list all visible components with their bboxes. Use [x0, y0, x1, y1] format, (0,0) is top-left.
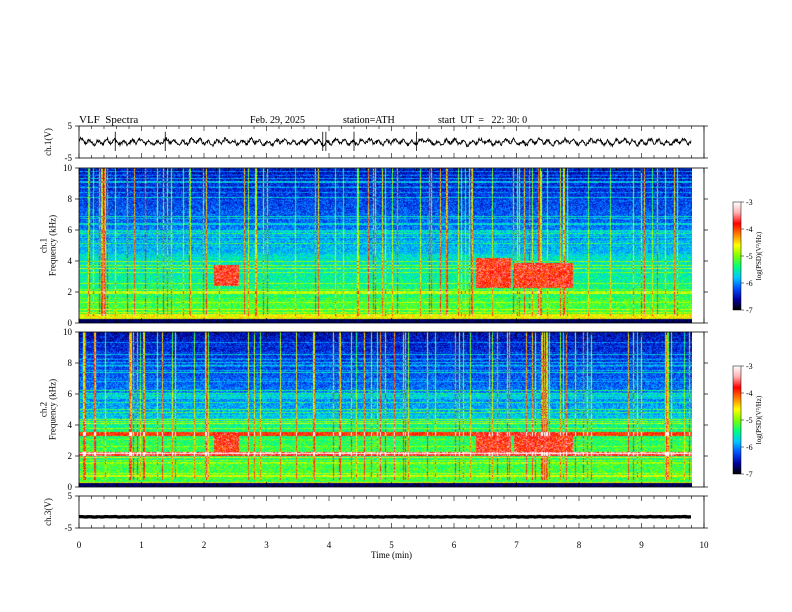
ch2-spectrogram-ytick-label: 8 — [68, 358, 73, 368]
time-tick-label: 1 — [139, 540, 144, 550]
start-time-label: start UT = 22: 30: 0 — [438, 115, 528, 126]
ch1-spectrogram-ytick-label: 0 — [68, 318, 73, 328]
ch1-spectrogram-ytick-label: 6 — [68, 225, 73, 235]
ch1-waveform-panel: 5 -5 ch.1(V) — [43, 121, 708, 163]
ch3-waveform-ytick-label: -5 — [65, 523, 73, 533]
ch1-waveform-ytick-label: -5 — [65, 153, 73, 163]
ch1-spectrogram-ylabel: Frequency (kHz) — [48, 215, 58, 276]
ch1-waveform-trace — [78, 136, 692, 148]
time-tick-label: 2 — [202, 540, 207, 550]
ch2-colorbar-tick-label: -7 — [746, 470, 753, 479]
time-tick-label: 10 — [700, 540, 710, 550]
ch3-waveform-trace — [78, 514, 691, 519]
date-label: Feb. 29, 2025 — [250, 115, 305, 126]
ch2-colorbar-tick-label: -6 — [746, 443, 753, 452]
time-axis: 0 1 2 3 4 5 6 7 8 9 10 Time (min) — [77, 540, 709, 560]
ch2-spectrogram-panel: 0 2 4 6 8 10 ch.2 Frequency (kHz) — [39, 327, 708, 492]
ch1-waveform-ytick-label: 5 — [68, 121, 73, 131]
time-tick-label: 3 — [264, 540, 269, 550]
ch2-spectrogram-ytick-label: 2 — [68, 451, 73, 461]
ch2-colorbar-label: log(PSD)(V²/Hz) — [755, 395, 763, 444]
ch2-spectrogram-image — [79, 332, 692, 487]
time-tick-label: 4 — [327, 540, 332, 550]
ch1-waveform-ylabel: ch.1(V) — [43, 128, 53, 156]
ch1-colorbar-tick-label: -4 — [746, 225, 753, 234]
ch2-spectrogram-ylabel: ch.2 — [39, 402, 49, 417]
ch1-spectrogram-ytick-label: 10 — [63, 163, 73, 173]
ch1-colorbar-tick-label: -3 — [746, 198, 753, 207]
ch2-colorbar-tick-label: -4 — [746, 389, 753, 398]
time-tick-label: 8 — [577, 540, 582, 550]
time-axis-label: Time (min) — [371, 550, 412, 560]
station-label: station=ATH — [343, 115, 395, 126]
ch2-spectrogram-ytick-label: 0 — [68, 482, 73, 492]
time-tick-label: 9 — [639, 540, 644, 550]
ch1-spectrogram-panel: 0 2 4 6 8 10 ch.1 Frequency (kHz) — [39, 163, 708, 328]
ch2-colorbar-tick-label: -3 — [746, 362, 753, 371]
ch2-spectrogram-ytick-label: 6 — [68, 389, 73, 399]
ch2-spectrogram-ylabel: Frequency (kHz) — [48, 379, 58, 440]
ch2-colorbar: -3 -4 -5 -6 -7 log(PSD)(V²/Hz) — [732, 362, 763, 479]
ch1-spectrogram-ytick-label: 2 — [68, 287, 73, 297]
time-tick-label: 7 — [514, 540, 519, 550]
ch3-waveform-ylabel: ch.3(V) — [43, 498, 53, 526]
ch1-spectrogram-ytick-label: 8 — [68, 194, 73, 204]
ch1-colorbar: -3 -4 -5 -6 -7 log(PSD)(V²/Hz) — [732, 198, 763, 315]
ch1-colorbar-bar — [732, 201, 742, 311]
chart-title: VLF Spectra — [79, 114, 139, 126]
ch2-spectrogram-ytick-label: 10 — [63, 327, 73, 337]
ch2-colorbar-tick-label: -5 — [746, 416, 753, 425]
ch2-spectrogram-ytick-label: 4 — [68, 420, 73, 430]
ch1-spectrogram-ytick-label: 4 — [68, 256, 73, 266]
ch1-colorbar-tick-label: -7 — [746, 306, 753, 315]
ch1-colorbar-label: log(PSD)(V²/Hz) — [755, 231, 763, 280]
time-tick-label: 6 — [452, 540, 457, 550]
ch1-colorbar-tick-label: -5 — [746, 252, 753, 261]
ch1-spectrogram-image — [79, 168, 692, 323]
ch1-colorbar-tick-label: -6 — [746, 279, 753, 288]
time-tick-label: 0 — [77, 540, 82, 550]
ch1-spectrogram-ylabel: ch.1 — [39, 238, 49, 253]
ch2-colorbar-bar — [732, 365, 742, 475]
ch3-waveform-ytick-label: 5 — [68, 491, 73, 501]
ch3-waveform-panel: 5 -5 ch.3(V) — [43, 491, 708, 533]
time-tick-label: 5 — [389, 540, 394, 550]
